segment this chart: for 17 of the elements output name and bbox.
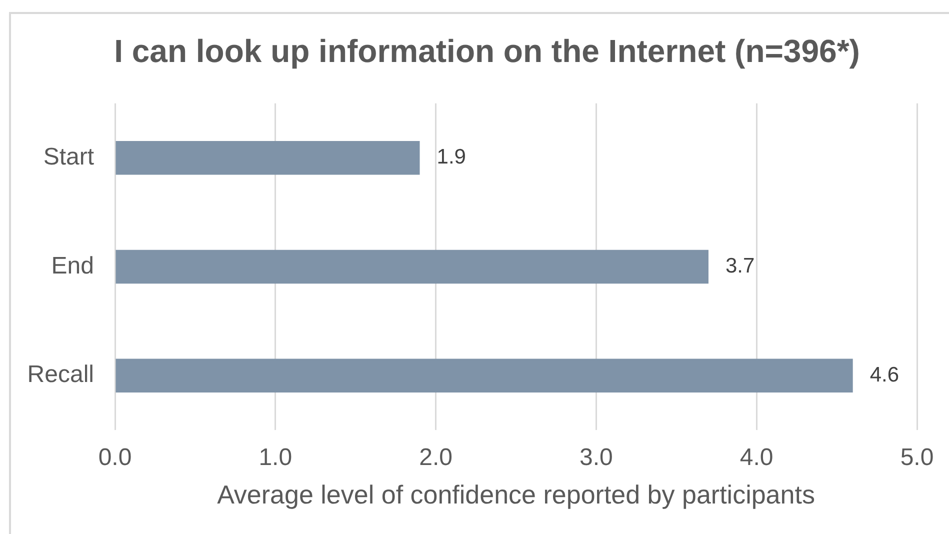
y-tick-label: Start <box>43 143 94 170</box>
x-tick-label: 4.0 <box>740 444 774 472</box>
x-tick-label: 5.0 <box>900 444 934 472</box>
x-tick-label: 1.0 <box>258 444 292 472</box>
y-tick-label: Recall <box>27 361 94 388</box>
data-label: 4.6 <box>870 363 900 386</box>
x-axis-title: Average level of confidence reported by participants <box>217 480 815 510</box>
bar <box>116 358 853 392</box>
y-tick-label: End <box>51 252 94 280</box>
data-label: 1.9 <box>436 146 466 169</box>
chart-title: I can look up information on the Internet (n=396*) <box>114 33 860 70</box>
x-tick-label: 0.0 <box>98 444 132 472</box>
x-tick-label: 2.0 <box>419 444 452 472</box>
bar <box>116 140 420 175</box>
x-tick-label: 3.0 <box>580 444 613 472</box>
data-label: 3.7 <box>725 254 755 278</box>
bar <box>116 250 708 284</box>
